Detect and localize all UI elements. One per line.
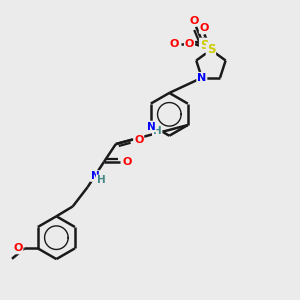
Text: N: N: [197, 73, 206, 83]
Text: S: S: [200, 39, 208, 52]
Text: S: S: [207, 43, 215, 56]
Text: N: N: [91, 171, 100, 181]
Text: O: O: [122, 157, 131, 167]
Text: H: H: [97, 176, 106, 185]
Text: H: H: [153, 126, 162, 136]
Text: O: O: [13, 243, 22, 254]
Text: O: O: [190, 16, 199, 26]
Text: O: O: [134, 135, 143, 145]
Text: N: N: [147, 122, 156, 131]
Text: O: O: [200, 23, 209, 33]
Text: O: O: [170, 40, 179, 50]
Text: O: O: [185, 40, 194, 50]
